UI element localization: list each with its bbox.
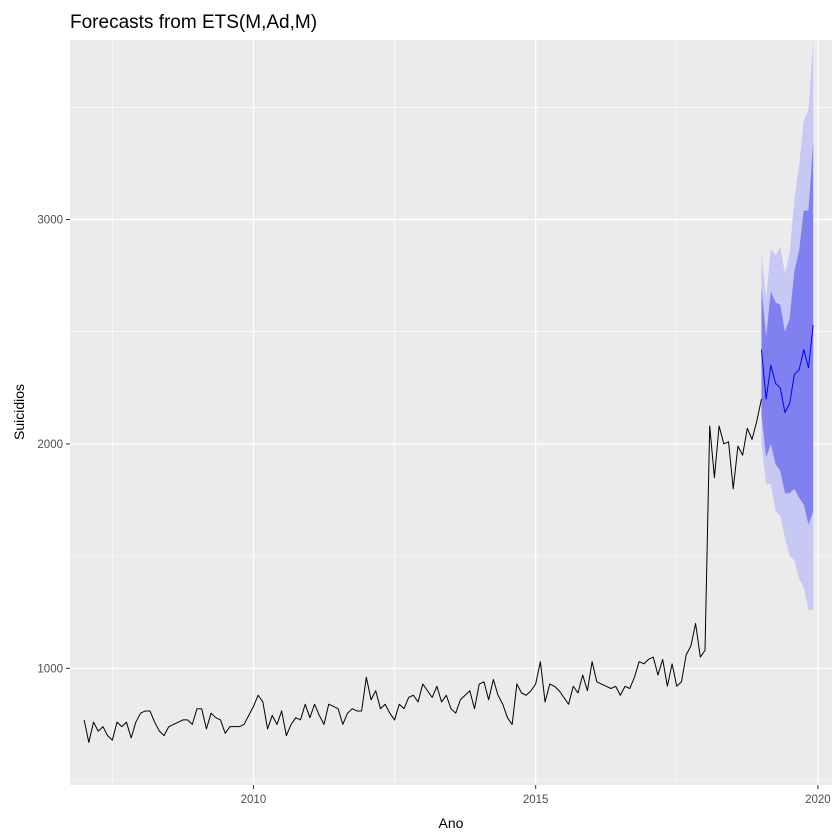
prediction-intervals: [761, 40, 814, 610]
y-tick-label: 1000: [37, 663, 63, 675]
plot-panel: [70, 40, 832, 785]
major-gridlines: [70, 40, 832, 785]
x-axis: 2010 2015 2020: [241, 785, 831, 806]
minor-gridlines: [70, 40, 832, 785]
x-tick-label: 2010: [241, 794, 267, 806]
history-line: [83, 398, 762, 743]
x-tick-label: 2020: [805, 794, 831, 806]
series-lines: [83, 324, 814, 743]
y-tick-label: 3000: [37, 215, 63, 227]
y-tick-label: 2000: [37, 439, 63, 451]
x-axis-title: Ano: [439, 815, 464, 831]
x-tick-label: 2015: [523, 794, 549, 806]
y-axis: 1000 2000 3000: [37, 215, 70, 675]
chart-title: Forecasts from ETS(M,Ad,M): [70, 12, 317, 33]
interval-80-band: [761, 140, 814, 525]
forecast-mean-line: [760, 324, 814, 413]
y-axis-title: Suicidios: [11, 384, 27, 440]
